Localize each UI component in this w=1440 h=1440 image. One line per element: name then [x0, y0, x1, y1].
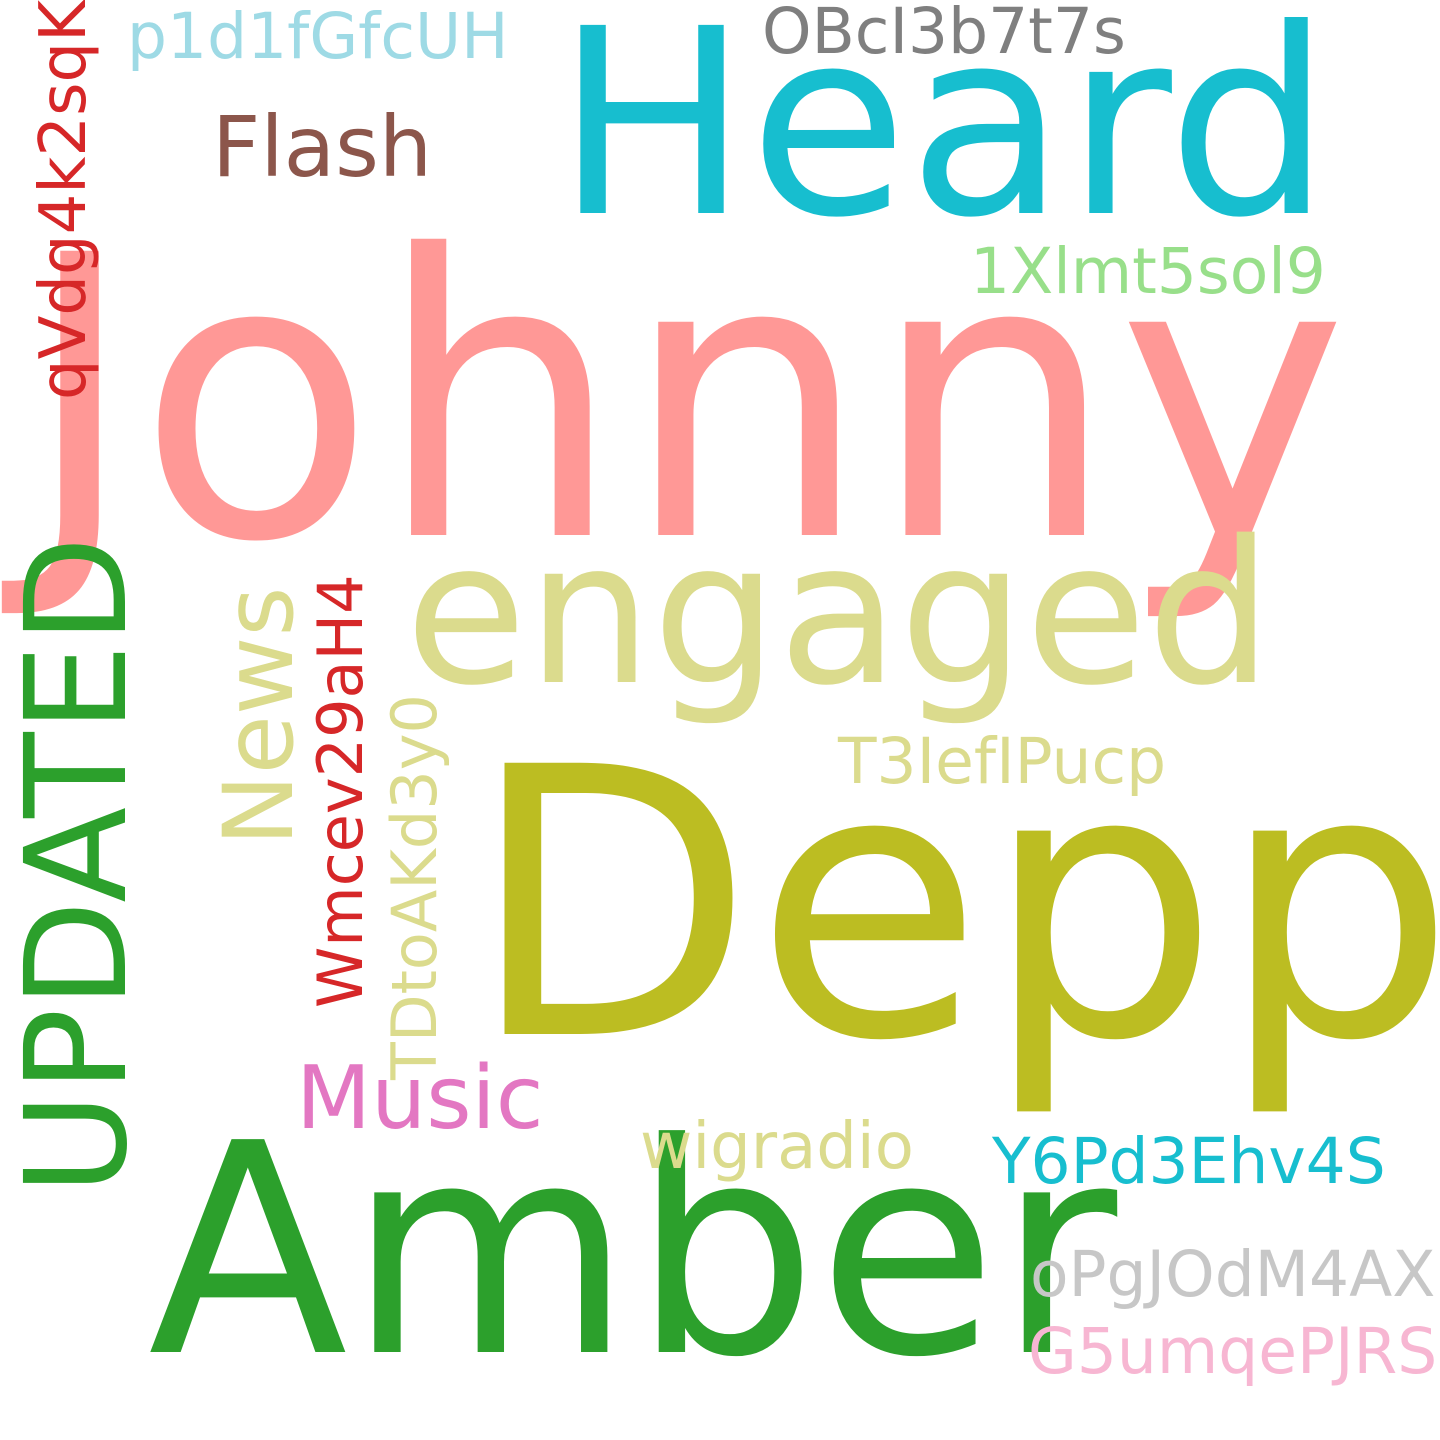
word-qvdg4k2sqk: qVdg4k2sqK — [27, 0, 101, 400]
word-updated: UPDATED — [0, 536, 159, 1195]
word-wmcev29ah4: Wmcev29aH4 — [304, 574, 377, 1008]
word-news: News — [203, 586, 315, 846]
word-engaged: engaged — [405, 498, 1273, 729]
word-music: Music — [296, 1047, 544, 1149]
word-obci3b7t7s: OBcI3b7t7s — [762, 0, 1126, 68]
word-1xlmt5sol9: 1Xlmt5sol9 — [970, 235, 1326, 308]
word-opgjodm4ax: oPgJOdM4AX — [1030, 1238, 1436, 1311]
word-t3ieflpucp: T3IefIPucp — [838, 725, 1167, 798]
word-johnny: Johnny — [22, 173, 1348, 627]
word-y6pd3ehv4s: Y6Pd3Ehv4S — [992, 1125, 1386, 1198]
word-g5umqepjrs: G5umqePJRS — [1028, 1315, 1438, 1388]
word-p1d1fgfcuh: p1d1fGfcUH — [127, 0, 509, 73]
word-depp: Depp — [468, 689, 1440, 1122]
word-heard: Heard — [555, 0, 1332, 274]
word-tdtoakd3y0: TDtoAKd3y0 — [378, 694, 451, 1080]
word-wigradio: wigradio — [640, 1110, 914, 1184]
word-flash: Flash — [212, 98, 433, 196]
word-amber: Amber — [148, 1081, 1118, 1421]
